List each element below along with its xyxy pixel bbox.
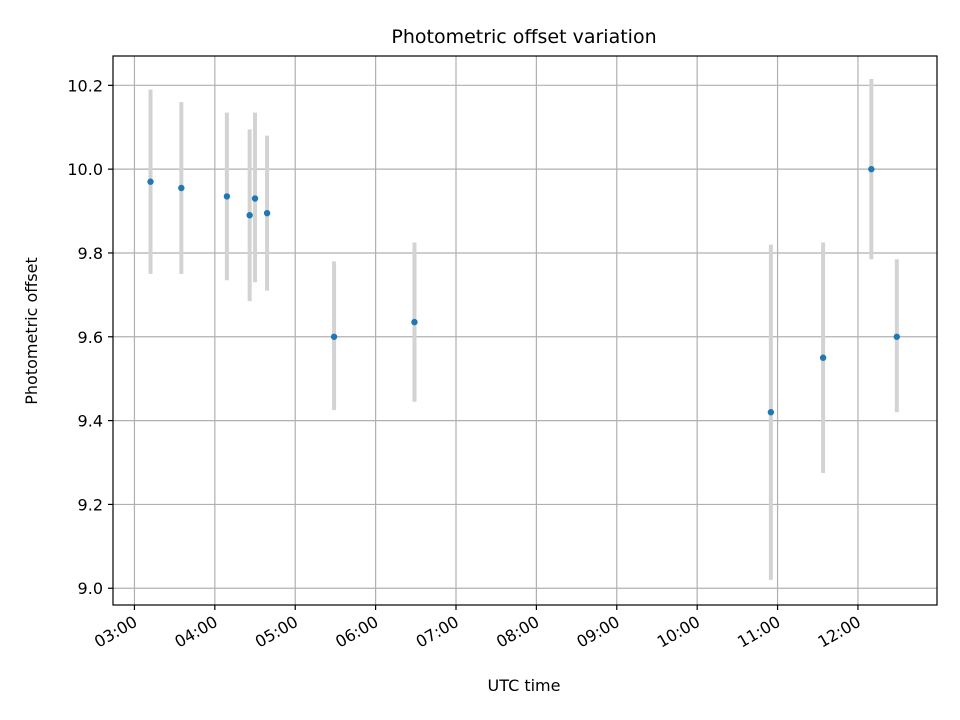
y-tick-label: 9.2	[78, 495, 103, 514]
data-point	[767, 409, 775, 416]
y-tick-label: 9.8	[78, 244, 103, 263]
y-axis-title: Photometric offset	[22, 257, 41, 405]
data-point	[330, 333, 338, 340]
data-point	[178, 184, 185, 192]
x-axis-title: UTC time	[488, 676, 561, 695]
data-point	[223, 193, 231, 200]
y-axis-ticks: 9.0 9.2 9.4 9.6 9.8 10.0 10.2	[67, 76, 113, 598]
data-point	[251, 195, 259, 202]
data-point	[893, 333, 901, 340]
data-point	[263, 209, 271, 217]
data-point	[246, 212, 253, 219]
y-tick-label: 10.0	[67, 160, 103, 179]
data-point	[411, 318, 418, 326]
chart-title: Photometric offset variation	[391, 26, 656, 48]
data-points	[147, 165, 901, 416]
y-tick-label: 10.2	[67, 76, 103, 95]
y-tick-label: 9.6	[78, 328, 103, 347]
grid	[113, 56, 937, 605]
y-tick-label: 9.4	[78, 412, 103, 431]
y-tick-label: 9.0	[78, 579, 103, 598]
data-point	[147, 178, 154, 185]
plot-frame	[112, 55, 938, 606]
data-point	[868, 165, 875, 173]
data-point	[819, 354, 827, 361]
